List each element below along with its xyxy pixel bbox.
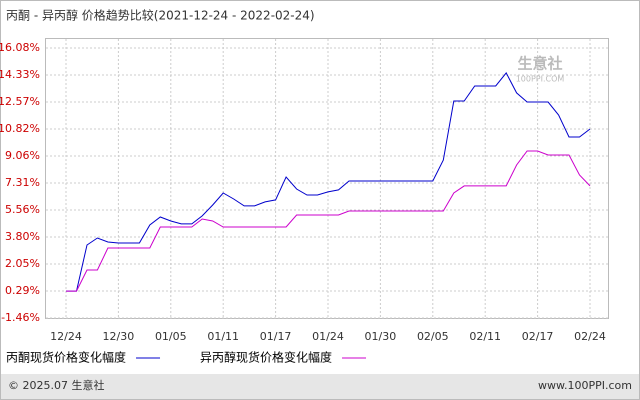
y-tick-label: 3.80%	[5, 230, 40, 243]
y-tick-label: 16.08%	[0, 41, 40, 54]
watermark-brand: 生意社	[517, 55, 562, 73]
y-tick-label: 7.31%	[5, 176, 40, 189]
watermark-site: 100PPI.COM	[516, 75, 565, 84]
footer-website: www.100PPI.com	[538, 379, 632, 392]
x-tick-label: 01/30	[365, 330, 397, 343]
footer-bar	[1, 374, 639, 399]
series-line	[66, 71, 591, 292]
y-tick-label: 2.05%	[5, 257, 40, 270]
x-tick-label: 02/17	[522, 330, 554, 343]
y-tick-label: 5.56%	[5, 203, 40, 216]
chart-title: 丙酮 - 异丙醇 价格趋势比较(2021-12-24 - 2022-02-24)	[6, 8, 315, 23]
y-tick-label: 9.06%	[5, 149, 40, 162]
x-tick-label: 02/24	[574, 330, 606, 343]
legend-label: 异丙醇现货价格变化幅度	[200, 350, 332, 365]
y-tick-label: -1.46%	[1, 311, 40, 324]
x-tick-label: 01/17	[260, 330, 292, 343]
x-tick-label: 02/05	[417, 330, 449, 343]
series-line	[66, 150, 591, 292]
footer-copyright: © 2025.07 生意社	[8, 378, 104, 392]
x-tick-label: 12/30	[103, 330, 135, 343]
y-tick-label: 12.57%	[0, 95, 40, 108]
x-tick-label: 01/24	[312, 330, 344, 343]
x-tick-label: 01/11	[207, 330, 239, 343]
y-tick-label: 14.33%	[0, 68, 40, 81]
x-tick-label: 01/05	[155, 330, 187, 343]
x-tick-label: 02/11	[469, 330, 501, 343]
legend-label: 丙酮现货价格变化幅度	[6, 350, 126, 365]
y-tick-label: 10.82%	[0, 122, 40, 135]
y-tick-label: 0.29%	[5, 284, 40, 297]
x-tick-label: 12/24	[50, 330, 82, 343]
